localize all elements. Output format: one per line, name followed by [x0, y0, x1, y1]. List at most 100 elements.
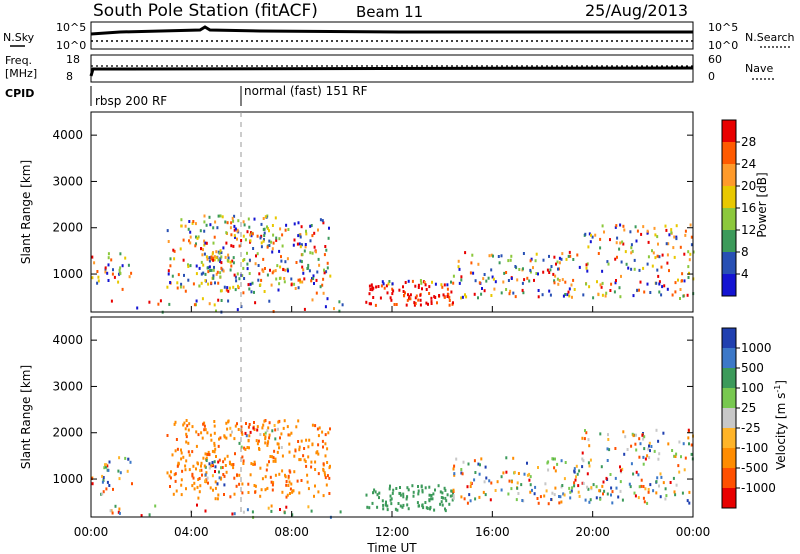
echo-cell	[222, 246, 225, 250]
echo-cell	[619, 469, 622, 473]
echo-cell	[507, 279, 510, 282]
echo-cell	[623, 452, 626, 456]
echo-cell	[225, 421, 228, 425]
echo-cell	[417, 485, 419, 488]
echo-cell	[166, 285, 169, 289]
echo-cell	[417, 298, 420, 302]
echo-cell	[619, 241, 622, 245]
echo-cell	[402, 492, 405, 496]
echo-cell	[179, 247, 182, 251]
echo-cell	[522, 291, 525, 295]
echo-cell	[665, 228, 668, 232]
echo-cell	[595, 496, 598, 500]
echo-cell	[250, 234, 253, 238]
colorbar-tick-label: 8	[741, 245, 749, 259]
echo-cell	[272, 456, 275, 460]
echo-cell	[187, 263, 189, 267]
echo-cell	[681, 279, 683, 283]
echo-cell	[119, 252, 122, 256]
echo-cell	[174, 420, 177, 424]
echo-cell	[671, 293, 674, 297]
echo-cell	[384, 503, 387, 507]
echo-cell	[649, 449, 651, 453]
echo-cell	[220, 266, 223, 270]
echo-cell	[226, 221, 229, 225]
echo-cell	[173, 473, 176, 477]
colorbar-tick-label: 100	[741, 381, 764, 395]
echo-cell	[200, 272, 203, 276]
echo-cell	[655, 428, 658, 432]
echo-cell	[553, 279, 556, 283]
echo-cell	[652, 251, 655, 255]
echo-cell	[219, 249, 222, 253]
cpid-segment-2: normal (fast) 151 RF	[244, 84, 368, 98]
echo-cell	[277, 288, 280, 292]
echo-cell	[424, 486, 427, 490]
echo-cell	[675, 452, 678, 456]
echo-cell	[505, 271, 508, 274]
echo-cell	[412, 494, 415, 498]
echo-cell	[592, 483, 595, 487]
echo-cell	[202, 456, 205, 460]
echo-cell	[242, 462, 245, 465]
echo-cell	[184, 464, 187, 468]
echo-cell	[200, 468, 203, 472]
echo-cell	[480, 457, 483, 461]
echo-cell	[308, 269, 311, 273]
echo-cell	[175, 438, 178, 441]
echo-cell	[245, 434, 248, 438]
echo-cell	[509, 258, 512, 262]
echo-cell	[193, 487, 196, 491]
echo-cell	[196, 503, 198, 507]
echo-cell	[444, 496, 447, 500]
echo-cell	[446, 287, 449, 291]
echo-cell	[546, 268, 549, 272]
echo-cell	[174, 472, 177, 476]
echo-cell	[461, 295, 464, 299]
echo-cell	[222, 473, 225, 476]
echo-cell	[285, 223, 288, 227]
echo-cell	[642, 266, 645, 270]
nsky-panel: N.Sky 10^5 10^0 10^5 10^0 N.Search	[3, 21, 795, 52]
echo-cell	[278, 282, 281, 286]
echo-cell	[286, 267, 289, 271]
time-axis: 00:00 04:00 08:00 12:00 16:00 20:00 00:00	[74, 306, 710, 539]
echo-cell	[244, 238, 247, 242]
echo-cell	[492, 254, 494, 258]
echo-cell	[240, 430, 243, 434]
echo-cell	[674, 455, 677, 458]
echo-cell	[212, 241, 215, 245]
echo-cell	[509, 289, 512, 293]
echo-cell	[642, 496, 645, 500]
echo-cell	[212, 268, 215, 272]
echo-cell	[202, 271, 205, 275]
echo-cell	[201, 436, 204, 440]
echo-cell	[195, 303, 197, 307]
echo-cell	[105, 463, 108, 467]
power-ytick-label: 1000	[52, 267, 83, 281]
echo-cell	[293, 282, 296, 286]
echo-cell	[573, 484, 576, 488]
echo-cell	[242, 510, 245, 514]
echo-cell	[510, 254, 513, 258]
echo-cell	[634, 225, 637, 229]
echo-cell	[619, 295, 622, 299]
echo-cell	[285, 505, 288, 509]
echo-cell	[289, 492, 291, 495]
echo-cell	[653, 226, 656, 230]
echo-cell	[652, 489, 655, 493]
echo-cell	[630, 243, 633, 247]
echo-cell	[279, 436, 281, 440]
echo-cell	[677, 278, 679, 282]
echo-cell	[601, 484, 604, 488]
echo-cell	[221, 466, 224, 469]
echo-cell	[204, 452, 207, 456]
echo-cell	[556, 277, 559, 281]
echo-cell	[238, 482, 241, 486]
echo-cell	[642, 455, 645, 459]
echo-cell	[322, 291, 325, 295]
echo-cell	[236, 272, 239, 276]
echo-cell	[516, 486, 519, 490]
echo-cell	[229, 268, 232, 272]
